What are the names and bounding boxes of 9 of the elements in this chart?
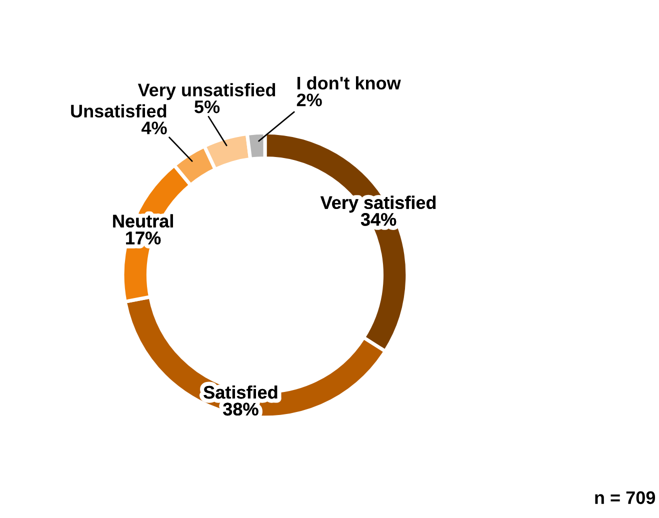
data-label: 4% xyxy=(142,122,167,134)
data-label: 5% xyxy=(194,100,220,114)
slice-label: Very unsatisfied xyxy=(138,83,276,100)
text: n = 709 xyxy=(595,491,656,504)
data-label: 38% xyxy=(223,402,258,416)
slice-label: Unsatisfied xyxy=(71,104,166,118)
slice-label: I don't know xyxy=(297,76,401,90)
data-label: 2% xyxy=(296,94,322,106)
slice-label: Satisfied xyxy=(204,385,278,399)
